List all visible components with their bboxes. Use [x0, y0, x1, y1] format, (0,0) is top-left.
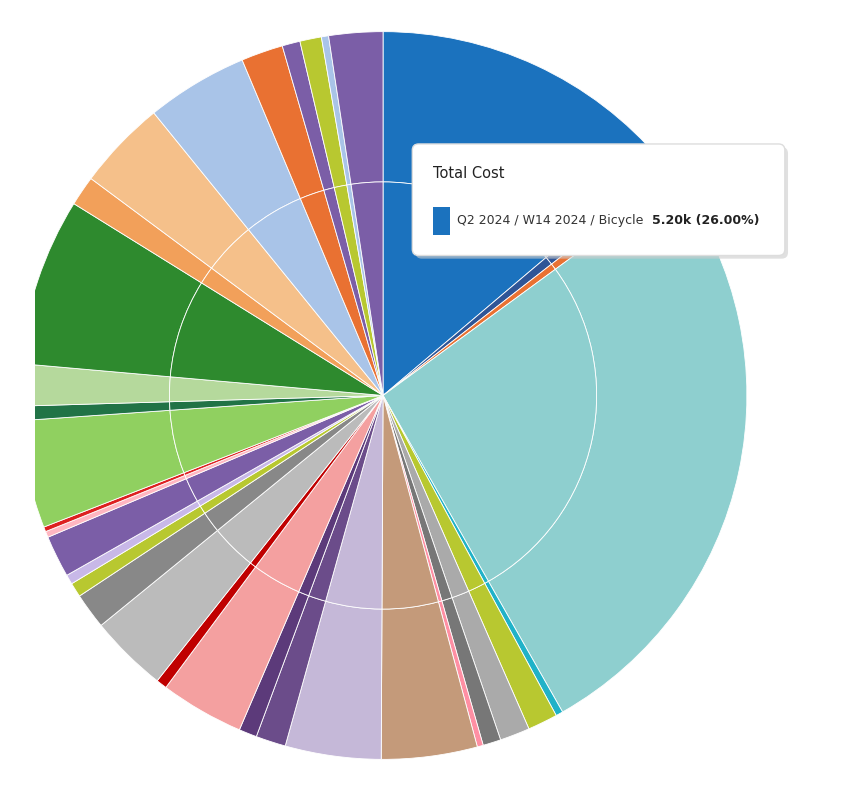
Wedge shape — [452, 591, 529, 740]
Wedge shape — [383, 264, 555, 396]
Wedge shape — [91, 113, 249, 268]
Wedge shape — [256, 396, 383, 592]
Wedge shape — [170, 396, 383, 473]
FancyBboxPatch shape — [412, 144, 785, 255]
Wedge shape — [79, 513, 218, 626]
Wedge shape — [186, 396, 383, 501]
Wedge shape — [285, 601, 382, 759]
Wedge shape — [442, 598, 500, 745]
Wedge shape — [351, 182, 383, 396]
Wedge shape — [383, 396, 442, 602]
Text: 5.20k (26.00%): 5.20k (26.00%) — [652, 214, 759, 227]
Wedge shape — [551, 172, 677, 269]
Wedge shape — [251, 396, 383, 567]
Wedge shape — [325, 396, 383, 609]
Wedge shape — [170, 396, 383, 411]
Wedge shape — [383, 258, 551, 396]
Wedge shape — [201, 268, 383, 396]
Wedge shape — [44, 473, 185, 532]
Wedge shape — [347, 184, 383, 396]
Wedge shape — [382, 396, 438, 609]
Wedge shape — [21, 203, 201, 377]
Wedge shape — [383, 32, 660, 258]
Wedge shape — [300, 191, 383, 396]
Wedge shape — [212, 229, 383, 396]
Wedge shape — [184, 396, 383, 475]
Wedge shape — [239, 592, 308, 736]
Wedge shape — [205, 396, 383, 531]
Text: Total Cost: Total Cost — [433, 166, 505, 181]
Wedge shape — [485, 581, 562, 716]
Wedge shape — [381, 602, 477, 759]
Wedge shape — [383, 396, 468, 598]
Wedge shape — [170, 377, 383, 402]
Wedge shape — [468, 583, 556, 729]
Wedge shape — [201, 396, 383, 513]
Wedge shape — [249, 199, 383, 396]
FancyBboxPatch shape — [433, 207, 450, 235]
Wedge shape — [324, 187, 383, 396]
Wedge shape — [334, 185, 383, 396]
Wedge shape — [300, 37, 347, 187]
Wedge shape — [383, 396, 485, 591]
Wedge shape — [74, 179, 212, 283]
Wedge shape — [19, 364, 170, 406]
FancyBboxPatch shape — [416, 147, 788, 259]
Wedge shape — [299, 396, 383, 596]
Wedge shape — [185, 396, 383, 479]
Wedge shape — [20, 411, 184, 527]
Wedge shape — [101, 531, 251, 681]
Text: Q2 2024 / W14 2024 / Bicycle: Q2 2024 / W14 2024 / Bicycle — [456, 214, 643, 227]
Wedge shape — [170, 283, 383, 396]
Wedge shape — [66, 501, 201, 584]
Wedge shape — [154, 60, 300, 229]
Wedge shape — [46, 475, 186, 537]
Wedge shape — [438, 601, 483, 747]
Wedge shape — [71, 506, 205, 596]
Wedge shape — [158, 563, 256, 687]
Wedge shape — [488, 180, 746, 712]
Wedge shape — [321, 36, 351, 185]
Wedge shape — [257, 596, 325, 746]
Wedge shape — [308, 396, 383, 601]
Wedge shape — [383, 269, 597, 581]
Wedge shape — [218, 396, 383, 563]
Wedge shape — [197, 396, 383, 506]
Wedge shape — [19, 402, 170, 421]
Wedge shape — [546, 161, 670, 264]
Wedge shape — [48, 479, 197, 575]
Wedge shape — [383, 396, 452, 601]
Wedge shape — [383, 182, 546, 396]
Wedge shape — [166, 567, 299, 730]
Wedge shape — [383, 396, 488, 583]
Wedge shape — [282, 41, 334, 191]
Wedge shape — [242, 46, 324, 199]
Wedge shape — [329, 32, 383, 184]
